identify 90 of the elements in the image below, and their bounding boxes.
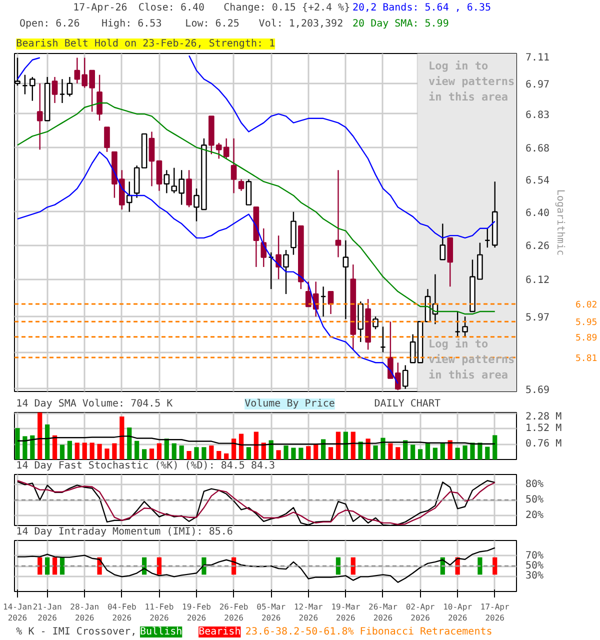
- y-tick-label: 5.97: [526, 312, 550, 324]
- text: Open: 6.26: [20, 18, 80, 30]
- x-tick-label: 12-Mar 2026: [294, 602, 324, 622]
- text: Bearish: [198, 626, 241, 638]
- candlestick: [52, 76, 58, 104]
- candlestick: [104, 126, 110, 153]
- text: DAILY CHART: [374, 398, 440, 410]
- x-tick-label: 04-Feb 2026: [107, 602, 137, 622]
- ref-line-label: 5.95: [576, 318, 598, 328]
- candlestick: [36, 82, 43, 150]
- candlestick: [238, 178, 244, 192]
- candlestick: [96, 74, 102, 122]
- candlestick: [462, 316, 468, 338]
- ref-line-label: 5.81: [576, 354, 598, 364]
- annotation: Log in to view patterns in this area: [428, 60, 515, 104]
- text: Vol: 1,203,392: [258, 18, 344, 30]
- text: 20,2 Bands: 5.64 , 6.35: [352, 2, 491, 14]
- x-tick-label: 10-Apr 2026: [443, 602, 472, 622]
- y-tick-label: 7.11: [526, 52, 550, 64]
- y-tick-label: 20%: [526, 510, 544, 521]
- candlestick: [276, 234, 282, 280]
- x-tick-label: 19-Mar 2026: [331, 602, 360, 622]
- annotation: Log in to view patterns in this area: [428, 338, 515, 382]
- y-tick-label: 1.52 M: [526, 423, 562, 434]
- candlestick: [59, 78, 66, 104]
- candlestick: [320, 286, 326, 318]
- candlestick: [148, 131, 155, 187]
- y-tick-label: 0.76 M: [526, 438, 562, 450]
- x-tick-label: 17-Apr 2026: [480, 602, 510, 622]
- text: High: 6.53: [102, 18, 162, 30]
- chart-title: 14 Day Intraday Momentum (IMI): 85.6: [16, 526, 233, 538]
- y-tick-label: 5.69: [526, 384, 550, 396]
- x-tick-label: 21-Jan 2026: [32, 602, 62, 622]
- x-tick-label: 19-Feb 2026: [182, 602, 212, 622]
- text: 17-Apr-26: [73, 2, 128, 14]
- y-tick-label: 6.40: [526, 208, 550, 219]
- chart-title: 14 Day Fast Stochastic (%K) (%D): 84.5 84.3: [16, 460, 276, 472]
- legend-title: % K - IMI Crossover,: [16, 626, 137, 638]
- x-tick-label: 02-Apr 2026: [406, 602, 435, 622]
- y-axis-title: Logarithmic: [554, 189, 566, 256]
- candlestick: [29, 76, 36, 102]
- line-series: [16, 547, 496, 583]
- chart-title: 14 Day SMA Volume: 704.5 K: [16, 398, 173, 410]
- candlestick: [380, 326, 386, 353]
- candlestick: [22, 74, 28, 95]
- candlestick: [156, 160, 162, 192]
- y-tick-label: 2.28 M: [526, 412, 562, 422]
- candlestick: [164, 170, 170, 194]
- text: Bullish: [140, 626, 182, 638]
- candlestick: [246, 178, 252, 206]
- y-tick-label: 80%: [526, 479, 544, 490]
- y-tick-label: 6.83: [526, 110, 550, 121]
- y-tick-label: 6.97: [526, 79, 550, 90]
- text: Change: 0.15 {+2.4 %}: [224, 2, 350, 14]
- candlestick: [126, 180, 132, 212]
- candlestick: [454, 310, 460, 338]
- candlestick: [268, 252, 274, 290]
- text: Bearish Belt Hold on 23-Feb-26, Strength: 1: [16, 38, 276, 50]
- candlestick: [66, 76, 73, 98]
- candlestick: [402, 364, 408, 390]
- y-tick-label: 6.12: [526, 275, 550, 286]
- candlestick: [260, 228, 267, 268]
- ref-line-label: 5.89: [576, 333, 598, 344]
- x-tick-label: 05-Mar 2026: [256, 602, 286, 622]
- y-tick-label: 6.54: [526, 175, 550, 186]
- text: Close: 6.40: [138, 2, 205, 14]
- y-tick-label: 6.26: [526, 241, 550, 252]
- candlestick: [335, 170, 342, 258]
- x-tick-label: 26-Mar 2026: [368, 602, 398, 622]
- y-tick-label: 70%: [526, 550, 544, 562]
- x-tick-label: 28-Jan 2026: [70, 602, 100, 622]
- text: Low: 6.25: [185, 18, 240, 30]
- candlestick: [283, 249, 289, 295]
- text: Volume By Price: [244, 398, 335, 410]
- candlestick: [410, 334, 416, 364]
- text: 23.6-38.2-50-61.8% Fibonacci Retracements: [245, 626, 492, 638]
- candlestick: [230, 138, 237, 194]
- x-tick-label: 26-Feb 2026: [219, 602, 248, 622]
- candlestick: [440, 223, 446, 260]
- ref-line-label: 6.02: [576, 300, 598, 310]
- x-tick-label: 14-Jan 2026: [3, 602, 32, 622]
- y-tick-label: 30%: [526, 570, 544, 582]
- candlestick: [342, 240, 349, 320]
- candlestick: [484, 228, 490, 248]
- y-tick-label: 6.68: [526, 143, 550, 154]
- y-tick-label: 50%: [526, 560, 544, 572]
- text: 20 Day SMA: 5.99: [352, 18, 449, 30]
- x-tick-label: 11-Feb 2026: [144, 602, 174, 622]
- y-tick-label: 50%: [526, 494, 544, 506]
- candlestick: [372, 316, 378, 330]
